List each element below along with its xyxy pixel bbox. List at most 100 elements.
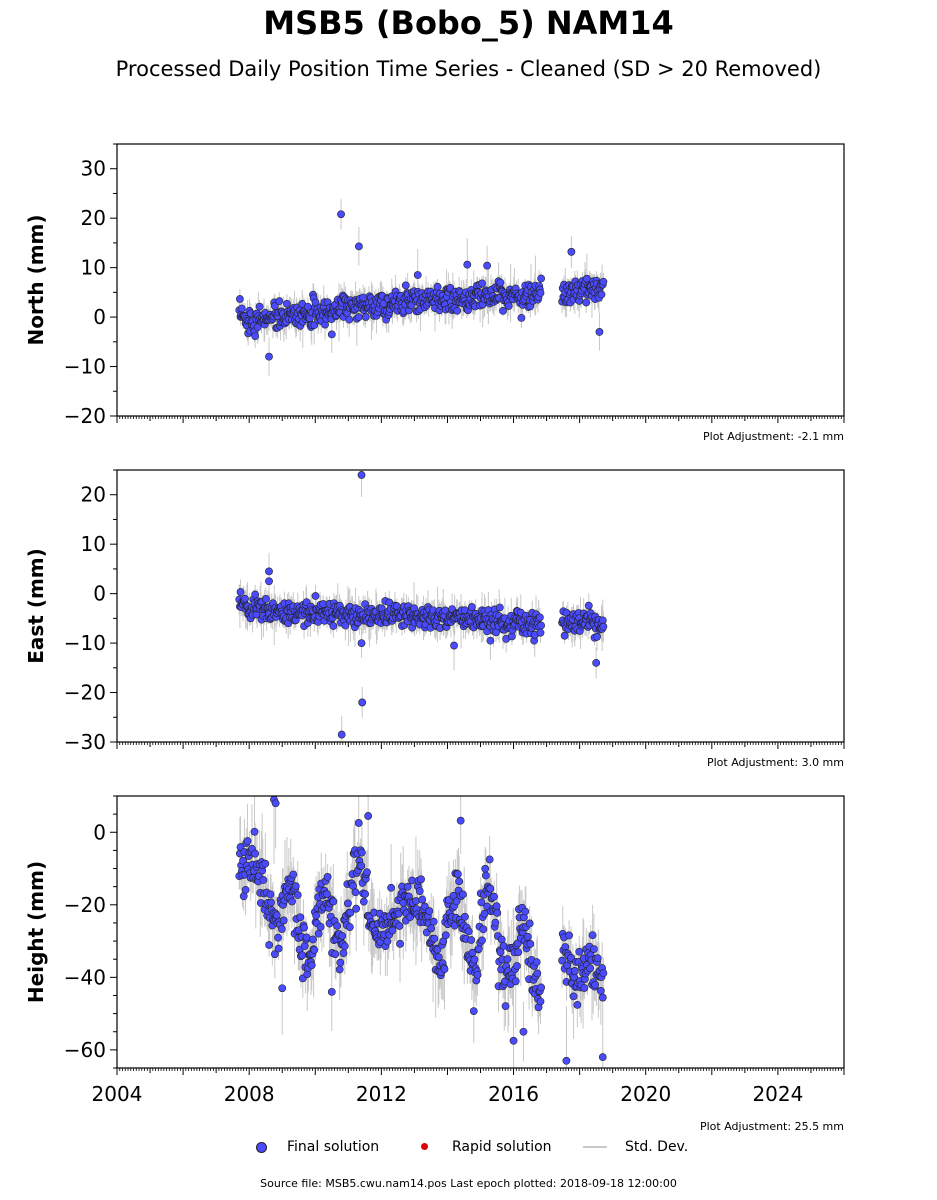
- y-tick-label: 10: [81, 256, 106, 280]
- figure-subtitle: Processed Daily Position Time Series - C…: [115, 57, 822, 81]
- data-point: [288, 897, 296, 906]
- data-point: [403, 882, 412, 891]
- data-point: [460, 912, 469, 921]
- data-point: [345, 315, 354, 324]
- data-point: [532, 958, 541, 967]
- data-point: [565, 931, 573, 940]
- source-note: Source file: MSB5.cwu.nam14.pos Last epo…: [260, 1177, 677, 1190]
- data-point: [483, 261, 492, 270]
- data-point: [592, 658, 601, 667]
- data-point: [357, 861, 366, 870]
- y-tick-label: 20: [81, 206, 106, 230]
- data-point: [496, 278, 505, 287]
- data-point: [241, 594, 249, 603]
- data-point: [470, 955, 479, 964]
- y-axis-label: North (mm): [24, 214, 48, 345]
- panel-3: 0 −20 −40 −60 2004 2008 2012 2016 2020 2024 Height…: [24, 795, 845, 1133]
- data-point: [312, 911, 321, 920]
- data-point: [277, 925, 286, 933]
- data-point: [453, 870, 462, 878]
- data-point: [329, 622, 338, 630]
- data-point: [298, 951, 307, 960]
- data-point: [265, 352, 273, 361]
- data-point: [395, 922, 404, 930]
- data-point: [580, 984, 589, 992]
- legend-final-label: Final solution: [287, 1139, 380, 1155]
- data-point: [504, 302, 513, 310]
- data-point: [519, 1027, 528, 1036]
- data-point: [526, 940, 535, 948]
- x-tick-label: 2012: [356, 1082, 407, 1106]
- data-point: [345, 923, 354, 931]
- data-point: [535, 613, 544, 622]
- data-point: [262, 595, 270, 603]
- data-point: [311, 592, 320, 600]
- data-point: [241, 885, 250, 894]
- final-solution-marker-icon: [256, 1142, 267, 1153]
- data-point: [464, 927, 473, 936]
- data-point: [493, 909, 502, 917]
- data-point: [567, 954, 575, 962]
- plot-area: [235, 796, 608, 1068]
- data-point: [430, 934, 439, 943]
- data-point: [573, 1001, 582, 1009]
- y-tick-label: −10: [64, 355, 106, 379]
- data-point: [477, 898, 486, 907]
- data-point: [589, 945, 598, 954]
- data-point: [243, 837, 252, 845]
- data-point: [251, 590, 260, 599]
- y-tick-label: −10: [64, 631, 106, 655]
- data-point: [562, 1056, 571, 1065]
- data-point: [453, 306, 462, 315]
- data-point: [418, 895, 427, 904]
- y-tick-label: 0: [93, 305, 106, 329]
- data-point: [469, 1007, 478, 1016]
- data-point: [344, 899, 352, 908]
- data-point: [481, 864, 490, 873]
- data-point: [357, 639, 366, 647]
- data-point: [266, 890, 275, 899]
- legend-std-label: Std. Dev.: [625, 1139, 689, 1155]
- data-point: [499, 307, 507, 315]
- data-point: [441, 931, 450, 940]
- data-point: [599, 622, 608, 631]
- data-point: [265, 577, 273, 586]
- y-tick-label: −20: [64, 893, 106, 917]
- data-point: [593, 954, 602, 963]
- data-point: [354, 313, 363, 322]
- data-point: [509, 1036, 518, 1045]
- x-tick-label: 2020: [620, 1082, 671, 1106]
- data-point: [270, 950, 279, 959]
- data-point: [459, 890, 467, 899]
- data-point: [495, 603, 504, 612]
- data-point: [525, 919, 534, 928]
- data-point: [354, 242, 363, 251]
- data-point: [558, 956, 566, 965]
- data-point: [593, 632, 601, 641]
- data-point: [251, 849, 260, 858]
- data-point: [523, 932, 532, 941]
- y-tick-label: 10: [81, 532, 106, 556]
- data-point: [396, 939, 404, 948]
- data-point: [316, 922, 325, 931]
- data-point: [537, 274, 546, 283]
- data-point: [337, 210, 345, 219]
- data-point: [586, 964, 594, 973]
- y-axis-label: East (mm): [24, 548, 48, 664]
- x-tick-label: 2016: [488, 1082, 539, 1106]
- data-point: [300, 942, 309, 950]
- y-axis-label: Height (mm): [24, 861, 48, 1003]
- data-point: [388, 926, 397, 935]
- data-point: [383, 937, 392, 946]
- data-point: [351, 888, 360, 897]
- data-point: [271, 799, 280, 808]
- y-tick-label: 0: [93, 820, 106, 844]
- y-tick-label: −30: [64, 730, 106, 754]
- legend-rapid-label: Rapid solution: [452, 1139, 552, 1155]
- data-point: [359, 293, 368, 302]
- data-point: [450, 641, 458, 650]
- data-point: [309, 935, 317, 944]
- data-point: [387, 883, 396, 892]
- data-point: [467, 936, 476, 944]
- data-point: [599, 277, 608, 286]
